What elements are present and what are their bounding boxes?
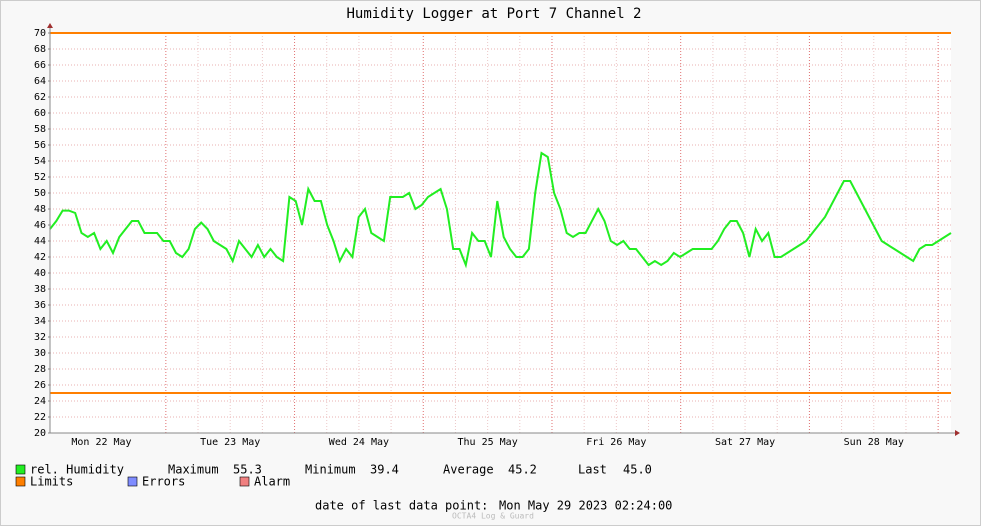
y-tick-label: 20 [34, 428, 46, 439]
y-tick-label: 40 [34, 268, 46, 279]
y-tick-label: 44 [34, 236, 46, 247]
last-date: Mon May 29 2023 02:24:00 [499, 499, 672, 513]
y-tick-label: 36 [34, 300, 46, 311]
x-tick-label: Thu 25 May [458, 437, 518, 448]
y-tick-label: 60 [34, 108, 46, 119]
y-tick-label: 22 [34, 412, 46, 423]
y-tick-label: 24 [34, 396, 46, 407]
watermark: OCTA4 Log & Guard [452, 512, 534, 521]
y-tick-label: 42 [34, 252, 46, 263]
x-tick-label: Sat 27 May [715, 437, 775, 448]
y-tick-label: 56 [34, 140, 46, 151]
stat-name: Maximum [168, 463, 219, 477]
x-tick-label: Fri 26 May [586, 437, 646, 448]
y-tick-label: 34 [34, 316, 46, 327]
stat-name: Last [578, 463, 607, 477]
legend-swatch [239, 476, 250, 487]
plot-area [50, 33, 951, 433]
stat-name: Average [443, 463, 494, 477]
y-tick-label: 62 [34, 92, 46, 103]
x-tick-label: Sun 28 May [844, 437, 904, 448]
y-arrow [47, 23, 53, 28]
stat-value: 45.2 [508, 463, 537, 477]
x-tick-label: Wed 24 May [329, 437, 389, 448]
y-tick-label: 70 [34, 28, 46, 39]
legend-label: Errors [142, 475, 185, 489]
y-tick-label: 50 [34, 188, 46, 199]
y-tick-label: 64 [34, 76, 46, 87]
footer-label: date of last data point: [315, 499, 488, 513]
y-tick-label: 30 [34, 348, 46, 359]
x-tick-label: Tue 23 May [200, 437, 260, 448]
y-tick-label: 48 [34, 204, 46, 215]
legend-swatch [15, 464, 26, 475]
y-tick-label: 38 [34, 284, 46, 295]
x-tick-label: Mon 22 May [71, 437, 131, 448]
stat-value: 55.3 [233, 463, 262, 477]
x-arrow [955, 430, 960, 436]
y-tick-label: 68 [34, 44, 46, 55]
y-tick-label: 58 [34, 124, 46, 135]
legend-swatch [127, 476, 138, 487]
legend-label: Limits [30, 475, 73, 489]
y-tick-label: 52 [34, 172, 46, 183]
y-tick-label: 26 [34, 380, 46, 391]
data-line [49, 151, 952, 269]
chart-title: Humidity Logger at Port 7 Channel 2 [346, 6, 641, 22]
legend-label: rel. Humidity [30, 463, 124, 477]
marks [49, 32, 952, 394]
legend-label: Alarm [254, 475, 290, 489]
stat-value: 39.4 [370, 463, 399, 477]
y-tick-label: 66 [34, 60, 46, 71]
stat-name: Minimum [305, 463, 356, 477]
y-tick-label: 46 [34, 220, 46, 231]
stat-value: 45.0 [623, 463, 652, 477]
legend-swatch [15, 476, 26, 487]
y-tick-label: 54 [34, 156, 46, 167]
y-tick-label: 32 [34, 332, 46, 343]
y-tick-label: 28 [34, 364, 46, 375]
